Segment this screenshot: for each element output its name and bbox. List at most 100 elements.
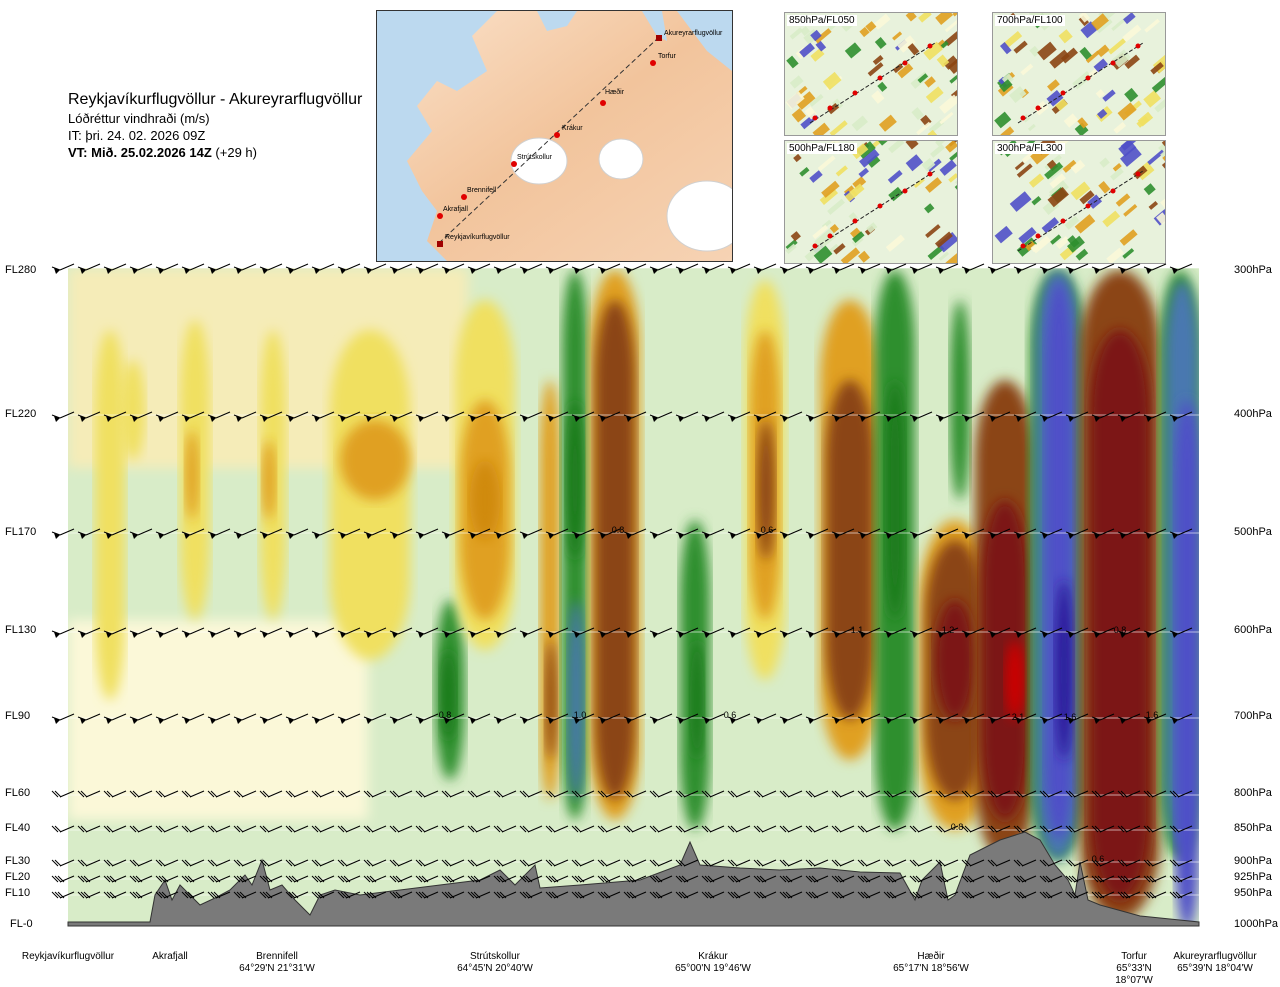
barb-tick: [548, 891, 556, 899]
thumb-pattern: [1075, 248, 1089, 261]
thumb-pattern: [859, 148, 880, 168]
barb-tick: [493, 790, 501, 798]
thumb-pattern: [1070, 181, 1091, 201]
thumb-pattern: [866, 222, 878, 234]
barb-shaft: [397, 825, 413, 833]
level-map-500[interactable]: 500hPa/FL180: [784, 140, 958, 264]
barb-shaft: [1125, 713, 1141, 721]
barb-tick: [493, 414, 503, 419]
barb-tick: [909, 414, 919, 419]
barb-shaft: [813, 790, 829, 798]
thumb-route-point: [1085, 203, 1091, 209]
barb-tick: [701, 266, 711, 271]
thumb-pattern: [892, 31, 903, 41]
barb-tick: [961, 790, 969, 798]
wind-barb: [779, 627, 803, 638]
wind-barb: [987, 627, 1011, 638]
barb-shaft: [787, 825, 803, 833]
barb-shaft: [553, 627, 569, 635]
town-marker-strutskollur: [511, 161, 517, 167]
barb-tick: [857, 716, 867, 721]
thumb-pattern: [911, 107, 925, 121]
thumb-pattern: [999, 42, 1012, 55]
thumb-pattern: [936, 54, 950, 68]
barb-tick: [467, 790, 475, 798]
barb-tick: [389, 266, 399, 271]
issue-time: IT: þri. 24. 02. 2026 09Z: [68, 128, 206, 143]
barb-tick: [909, 266, 919, 271]
barb-tick: [753, 630, 763, 635]
wind-barb: [129, 263, 153, 274]
barb-tick: [889, 891, 897, 899]
barb-tick: [470, 891, 478, 899]
barb-tick: [233, 891, 241, 899]
barb-tick: [239, 891, 247, 899]
barb-shaft: [1151, 859, 1167, 867]
barb-shaft: [1073, 411, 1089, 419]
wind-barb: [51, 627, 75, 638]
barb-tick: [805, 266, 815, 271]
thumb-pattern: [786, 55, 799, 69]
wind-barb: [155, 627, 179, 638]
barb-tick: [1042, 891, 1050, 899]
barb-tick: [184, 790, 192, 798]
barb-shaft: [917, 263, 933, 271]
wind-barb: [311, 713, 335, 724]
wind-barb: [779, 713, 803, 724]
barb-tick: [571, 716, 581, 721]
level-map-850[interactable]: 850hPa/FL050: [784, 12, 958, 136]
thumb-pattern: [1148, 201, 1159, 210]
barb-tick: [418, 891, 426, 899]
barb-shaft: [995, 528, 1011, 536]
wind-barb: [701, 790, 725, 798]
barb-shaft: [319, 790, 335, 798]
barb-tick: [522, 891, 530, 899]
wind-barb: [259, 627, 283, 638]
barb-tick: [392, 790, 400, 798]
thumb-pattern: [905, 141, 919, 150]
barb-tick: [291, 875, 299, 883]
barb-shaft: [683, 627, 699, 635]
fl-label-280: FL280: [5, 264, 37, 276]
barb-tick: [1065, 825, 1073, 833]
barb-tick: [181, 266, 191, 271]
wind-barb: [1169, 859, 1193, 867]
thumb-pattern: [812, 122, 830, 135]
wind-barb: [1169, 528, 1193, 539]
wind-barb: [311, 891, 335, 899]
wind-barb: [233, 790, 257, 798]
wind-barb: [207, 411, 231, 422]
wind-barb: [103, 859, 127, 867]
barb-tick: [259, 266, 269, 271]
barb-tick: [649, 875, 657, 883]
barb-shaft: [59, 627, 75, 635]
wind-barb: [155, 875, 179, 883]
field-band: [262, 440, 276, 520]
barb-shaft: [449, 713, 465, 721]
level-map-700[interactable]: 700hPa/FL100: [992, 12, 1166, 136]
barb-tick: [519, 859, 527, 867]
barb-shaft: [397, 713, 413, 721]
fl-label-90: FL90: [5, 710, 31, 722]
wind-barb: [545, 891, 569, 899]
barb-tick: [1013, 531, 1023, 536]
wind-barb: [935, 859, 959, 867]
barb-shaft: [969, 627, 985, 635]
level-map-850-label: 850hPa/FL050: [787, 15, 857, 26]
wind-barb: [545, 627, 569, 638]
barb-tick: [317, 875, 325, 883]
barb-tick: [51, 716, 61, 721]
wind-barbs: [51, 263, 1193, 899]
wind-barb: [285, 713, 309, 724]
barb-tick: [158, 875, 166, 883]
barb-tick: [311, 716, 321, 721]
barb-tick: [574, 875, 582, 883]
barb-shaft: [345, 627, 361, 635]
level-map-300[interactable]: 300hPa/FL300: [992, 140, 1166, 264]
wind-barb: [727, 528, 751, 539]
barb-tick: [701, 716, 711, 721]
barb-tick: [987, 266, 997, 271]
barb-shaft: [1177, 713, 1193, 721]
barb-tick: [363, 414, 373, 419]
wind-barb: [467, 875, 491, 883]
